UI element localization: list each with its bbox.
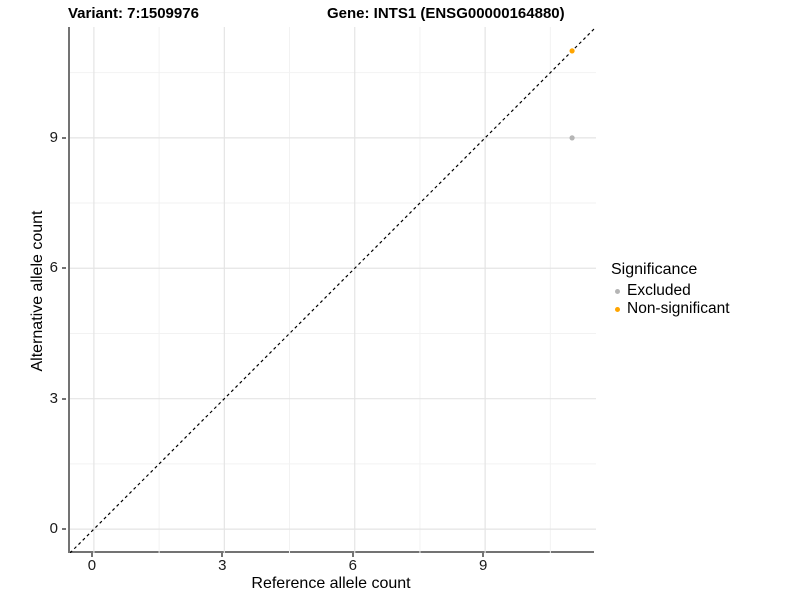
legend-item-non-significant: Non-significant [611, 300, 730, 318]
x-tick-label: 3 [218, 557, 227, 574]
legend-item-excluded: Excluded [611, 282, 730, 300]
y-tick-label: 0 [49, 520, 58, 538]
legend-label: Non-significant [627, 300, 730, 317]
legend-label: Excluded [627, 282, 691, 299]
y-axis-title: Alternative allele count [29, 210, 46, 372]
y-tick-label: 3 [49, 389, 58, 407]
x-tick-label: 0 [87, 557, 97, 574]
data-point-excluded [569, 135, 575, 141]
x-axis-title: Reference allele count [251, 575, 411, 592]
legend-items: Excluded Non-significant [611, 282, 730, 318]
x-tick-label: 9 [478, 557, 488, 574]
legend-key-dot-icon [615, 306, 620, 312]
x-tick-mark [221, 553, 224, 557]
identity-dashed-line [70, 27, 596, 553]
scatter-plot-canvas [70, 27, 596, 553]
data-point-non-significant [569, 48, 575, 54]
y-tick-mark [62, 397, 66, 400]
legend: Significance Excluded Non-significant [611, 261, 730, 318]
plot-panel [68, 27, 596, 553]
y-tick-label: 6 [49, 259, 58, 277]
x-tick-label: 6 [348, 557, 357, 574]
y-tick-mark [62, 136, 66, 139]
y-tick-label: 9 [49, 128, 58, 146]
gene-title: Gene: INTS1 (ENSG00000164880) [327, 5, 565, 22]
y-tick-mark [62, 528, 66, 531]
variant-title: Variant: 7:1509976 [68, 5, 199, 22]
legend-title: Significance [611, 261, 698, 278]
legend-key-dot-icon [615, 288, 620, 294]
x-tick-mark [351, 553, 354, 557]
y-tick-mark [62, 267, 66, 270]
x-tick-mark [90, 553, 93, 557]
x-tick-mark [482, 553, 485, 557]
